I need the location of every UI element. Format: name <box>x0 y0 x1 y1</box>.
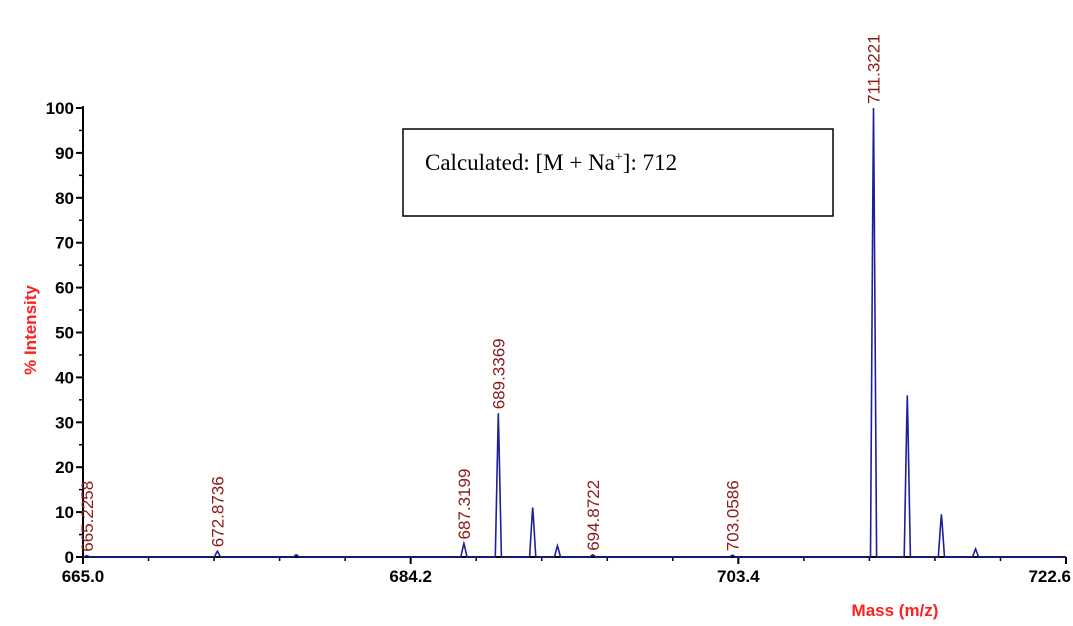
peak-label: 711.3221 <box>865 34 884 104</box>
y-tick-label: 0 <box>65 548 74 567</box>
x-tick-label: 703.4 <box>717 567 760 586</box>
peak-label: 689.3369 <box>489 338 508 409</box>
y-tick-label: 100 <box>46 99 74 118</box>
x-tick-label: 722.6 <box>1028 567 1071 586</box>
x-ticks: 665.0 684.2 703.4 722.6 <box>62 557 1071 586</box>
annotation-text: Calculated: [M + Na+]: 712 <box>425 150 677 175</box>
y-tick-label: 30 <box>55 413 74 432</box>
x-axis-title: Mass (m/z) <box>852 601 939 620</box>
annotation-superscript: + <box>615 150 623 165</box>
peak-label: 694.8722 <box>584 480 603 551</box>
y-tick-label: 10 <box>55 503 74 522</box>
annotation-suffix: ]: 712 <box>623 150 677 175</box>
y-axis-title: % Intensity <box>21 285 40 375</box>
peak-label: 703.0586 <box>724 480 743 551</box>
peak-label: 672.8736 <box>208 476 227 547</box>
y-tick-label: 80 <box>55 189 74 208</box>
y-tick-label: 70 <box>55 234 74 253</box>
peak-label: 665.2258 <box>78 481 97 552</box>
peak-label: 687.3199 <box>455 469 474 540</box>
peak-labels: 665.2258 672.8736 687.3199 689.3369 694.8722… <box>78 34 976 555</box>
y-tick-label: 60 <box>55 279 74 298</box>
annotation-box: Calculated: [M + Na+]: 712 <box>403 129 833 216</box>
y-tick-label: 20 <box>55 458 74 477</box>
annotation-prefix: Calculated: [M + Na <box>425 150 615 175</box>
y-tick-label: 50 <box>55 324 74 343</box>
y-tick-label: 90 <box>55 144 74 163</box>
y-tick-label: 40 <box>55 368 74 387</box>
x-tick-label: 665.0 <box>62 567 105 586</box>
x-tick-label: 684.2 <box>389 567 432 586</box>
